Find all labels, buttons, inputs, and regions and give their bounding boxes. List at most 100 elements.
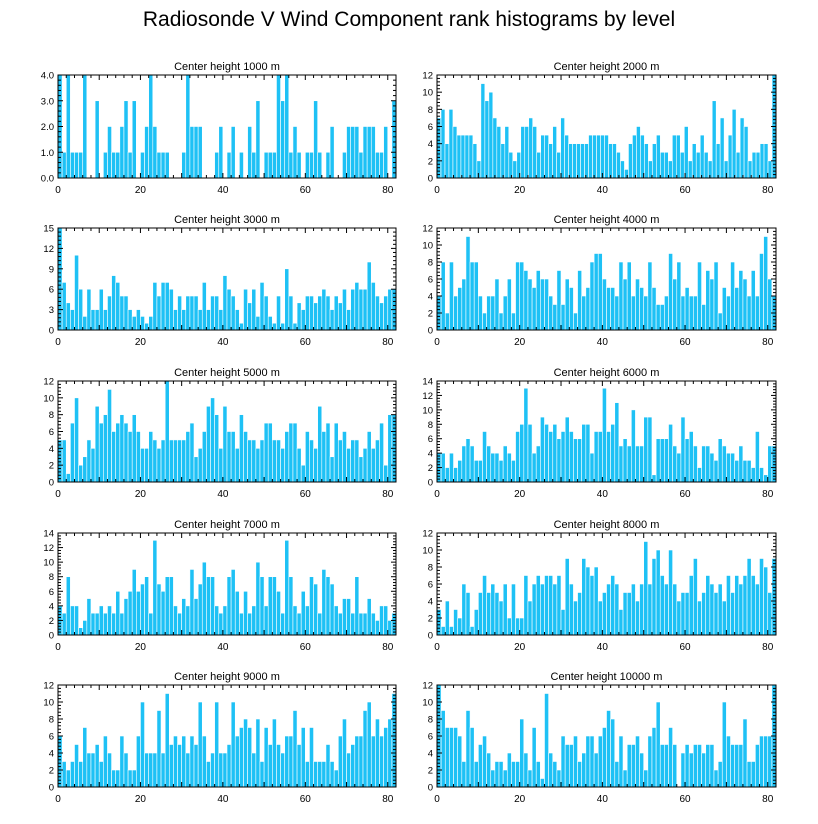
bar xyxy=(148,74,154,179)
bar xyxy=(610,423,616,483)
y-tick-label: 12 xyxy=(43,377,54,388)
y-tick-label: 2 xyxy=(428,463,433,474)
bar xyxy=(263,151,269,179)
bar xyxy=(643,541,649,636)
x-tick-label: 80 xyxy=(762,794,774,805)
bar xyxy=(218,309,224,331)
bar xyxy=(107,389,112,483)
y-tick-label: 12 xyxy=(43,543,54,554)
bar xyxy=(226,288,232,331)
bar xyxy=(127,431,133,483)
bar xyxy=(280,752,286,788)
y-tick-label: 4.0 xyxy=(41,71,54,82)
x-tick-label: 0 xyxy=(55,489,61,500)
bar xyxy=(568,583,574,636)
bar xyxy=(284,735,290,788)
y-tick-label: 0 xyxy=(428,478,433,489)
bar xyxy=(292,605,298,636)
bar xyxy=(742,460,748,483)
bar xyxy=(709,583,715,636)
bar xyxy=(672,134,677,179)
bar xyxy=(61,439,67,483)
bar xyxy=(383,464,389,483)
bar xyxy=(556,438,562,483)
bar xyxy=(350,439,356,483)
y-tick-label: 3.0 xyxy=(41,96,54,107)
bar xyxy=(222,275,228,331)
bar xyxy=(370,282,376,331)
bar xyxy=(750,761,756,788)
x-tick-label: 40 xyxy=(217,489,229,500)
bar xyxy=(626,445,632,483)
bar xyxy=(247,612,253,636)
y-tick-label: 6 xyxy=(49,427,54,438)
bar xyxy=(90,612,96,636)
bar xyxy=(321,288,327,331)
bar xyxy=(86,439,92,483)
bar xyxy=(560,117,565,179)
bar xyxy=(210,752,215,788)
bar xyxy=(655,701,661,788)
bar xyxy=(272,151,277,179)
bar xyxy=(263,605,269,636)
bar xyxy=(313,100,318,179)
y-tick-label: 0 xyxy=(428,326,433,337)
bar xyxy=(61,151,67,179)
bar xyxy=(688,575,694,636)
bar xyxy=(540,134,545,179)
y-tick-label: 6 xyxy=(428,580,433,591)
bar xyxy=(453,727,458,788)
bar xyxy=(214,414,220,483)
bar xyxy=(564,278,570,331)
bar xyxy=(478,744,483,788)
bar xyxy=(460,134,466,179)
bar xyxy=(181,735,187,788)
bar xyxy=(647,735,653,788)
bar xyxy=(675,134,681,179)
bar xyxy=(608,143,613,179)
x-tick-label: 80 xyxy=(382,337,394,348)
bar xyxy=(468,134,474,179)
bar xyxy=(506,617,512,636)
bar xyxy=(251,439,257,483)
bar xyxy=(440,710,446,788)
bar xyxy=(614,402,620,483)
panel-title: Center height 7000 m xyxy=(174,519,280,531)
bar xyxy=(255,100,261,179)
bar xyxy=(564,744,570,788)
bar xyxy=(284,268,290,331)
y-tick-label: 0 xyxy=(49,631,54,642)
bar xyxy=(61,761,67,788)
bar xyxy=(511,761,516,788)
bar xyxy=(164,151,170,179)
bar xyxy=(156,583,162,636)
bar xyxy=(107,295,112,331)
bar xyxy=(111,151,117,179)
bar xyxy=(189,422,195,483)
bar xyxy=(346,126,351,179)
bar xyxy=(239,151,244,179)
bar xyxy=(379,151,384,179)
bar xyxy=(500,143,506,179)
bar xyxy=(519,261,525,331)
y-tick-label: 2 xyxy=(428,614,433,625)
bar xyxy=(486,752,492,788)
bar xyxy=(664,438,669,483)
bar xyxy=(247,126,253,179)
x-tick-label: 40 xyxy=(597,185,609,196)
bar xyxy=(107,752,112,788)
bar xyxy=(506,452,512,483)
bar xyxy=(222,605,228,636)
bar xyxy=(597,253,603,331)
bar xyxy=(131,100,137,179)
bar xyxy=(639,445,645,483)
panel-title: Center height 2000 m xyxy=(554,61,660,73)
bar xyxy=(687,160,693,179)
bar xyxy=(676,600,682,636)
bar xyxy=(181,598,187,636)
x-tick-label: 20 xyxy=(135,642,147,653)
bar xyxy=(527,423,533,483)
y-tick-label: 8 xyxy=(49,572,54,583)
y-tick-label: 12 xyxy=(422,681,433,692)
bar xyxy=(705,744,711,788)
